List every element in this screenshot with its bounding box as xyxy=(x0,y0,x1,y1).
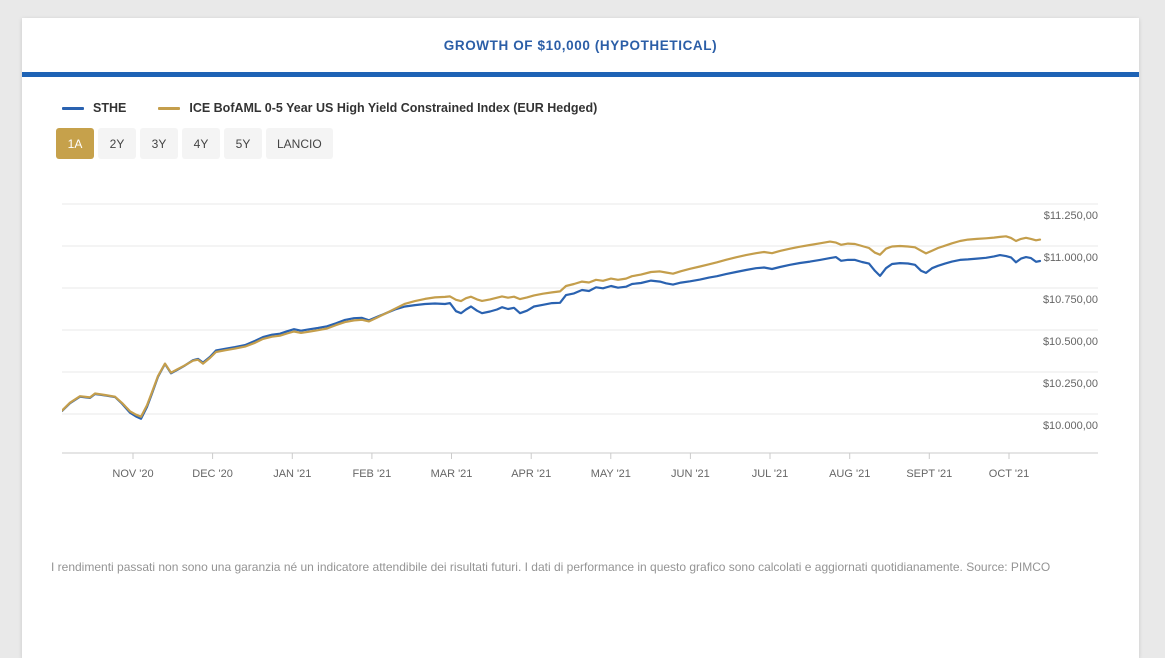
range-button-lancio[interactable]: LANCIO xyxy=(266,128,333,159)
x-axis-label: JUL '21 xyxy=(752,468,789,480)
x-axis-label: AUG '21 xyxy=(829,468,870,480)
legend-line-icon xyxy=(158,106,181,110)
y-axis-label: $10.000,00 xyxy=(1043,420,1098,432)
chart-legend: STHE ICE BofAML 0-5 Year US High Yield Co… xyxy=(62,98,629,118)
legend-label: STHE xyxy=(93,101,127,115)
x-axis-label: OCT '21 xyxy=(989,468,1029,480)
range-button-5y[interactable]: 5Y xyxy=(224,128,262,159)
x-axis-label: JAN '21 xyxy=(273,468,311,480)
range-button-3y[interactable]: 3Y xyxy=(140,128,178,159)
range-button-group: 1A 2Y 3Y 4Y 5Y LANCIO xyxy=(56,128,337,159)
page-background: { "header": { "title": "GROWTH OF $10,00… xyxy=(22,18,1139,658)
legend-line-icon xyxy=(62,106,84,110)
x-axis-label: MAR '21 xyxy=(431,468,473,480)
range-button-2y[interactable]: 2Y xyxy=(98,128,136,159)
legend-label: ICE BofAML 0-5 Year US High Yield Constr… xyxy=(189,101,598,115)
legend-item-index[interactable]: ICE BofAML 0-5 Year US High Yield Constr… xyxy=(158,101,597,115)
chart-card: GROWTH OF $10,000 (HYPOTHETICAL) STHE ICE… xyxy=(22,18,1139,658)
series-line-sthe xyxy=(60,253,1042,420)
disclaimer-text: I rendimenti passati non sono una garanz… xyxy=(51,560,1051,574)
range-button-4y[interactable]: 4Y xyxy=(182,128,220,159)
chart-canvas: $11.250,00 $11.000,00 $10.750,00 $10.500,00… xyxy=(60,194,1098,500)
y-axis-label: $11.250,00 xyxy=(1044,210,1098,222)
growth-line-chart: $11.250,00 $11.000,00 $10.750,00 $10.500,00… xyxy=(60,203,1098,480)
header-divider xyxy=(22,72,1139,77)
x-axis-label: FEB '21 xyxy=(353,468,392,480)
x-axis-label: NOV '20 xyxy=(112,468,153,480)
y-axis-label: $10.750,00 xyxy=(1043,294,1098,306)
x-axis-label: DEC '20 xyxy=(192,468,233,480)
series-line-index xyxy=(60,235,1042,418)
y-axis-label: $10.500,00 xyxy=(1043,336,1098,348)
x-axis-label: APR '21 xyxy=(511,468,551,480)
y-axis-label: $10.250,00 xyxy=(1043,378,1098,390)
x-axis-label: JUN '21 xyxy=(671,468,710,480)
x-axis-label: SEPT '21 xyxy=(906,468,952,480)
card-header: GROWTH OF $10,000 (HYPOTHETICAL) xyxy=(22,18,1139,72)
legend-item-sthe[interactable]: STHE xyxy=(62,101,126,115)
range-button-1a[interactable]: 1A xyxy=(56,128,94,159)
page-title: GROWTH OF $10,000 (HYPOTHETICAL) xyxy=(443,37,718,53)
x-axis-label: MAY '21 xyxy=(591,468,631,480)
y-axis-label: $11.000,00 xyxy=(1044,252,1098,264)
